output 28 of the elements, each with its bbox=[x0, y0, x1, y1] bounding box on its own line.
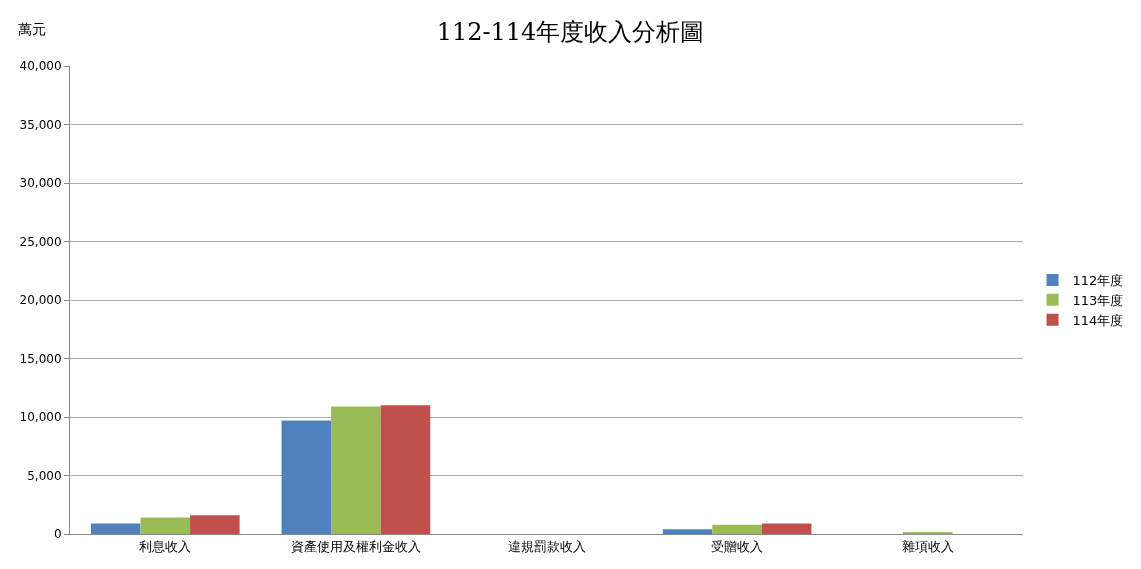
chart-title: 112-114年度收入分析圖 bbox=[436, 17, 705, 46]
x-tick-label: 資產使用及權利金收入 bbox=[290, 538, 421, 554]
y-axis-title: 萬元 bbox=[18, 21, 46, 37]
y-tick-label: 0 bbox=[53, 527, 62, 542]
x-tick-label: 受贈收入 bbox=[711, 538, 764, 554]
y-tick-label: 35,000 bbox=[19, 117, 62, 132]
legend-label: 114年度 bbox=[1072, 312, 1124, 328]
y-tick-label: 25,000 bbox=[19, 234, 62, 249]
x-tick-label: 違規罰款收入 bbox=[507, 538, 586, 554]
y-tick-label: 20,000 bbox=[19, 293, 62, 308]
bar bbox=[331, 406, 381, 534]
bar bbox=[380, 405, 431, 534]
bar bbox=[281, 420, 332, 534]
legend-label: 112年度 bbox=[1072, 273, 1124, 289]
y-tick-label: 40,000 bbox=[19, 59, 62, 74]
bar bbox=[712, 524, 762, 534]
legend-label: 113年度 bbox=[1072, 292, 1124, 308]
bar bbox=[90, 523, 141, 534]
x-tick-label: 利息收入 bbox=[139, 538, 192, 554]
bar bbox=[140, 517, 191, 534]
y-tick-label: 10,000 bbox=[19, 410, 62, 425]
y-tick-label: 5,000 bbox=[27, 468, 62, 483]
y-tick-label: 15,000 bbox=[19, 351, 62, 366]
y-tick-label: 30,000 bbox=[19, 176, 62, 191]
bar bbox=[662, 529, 713, 534]
bar bbox=[190, 515, 240, 534]
x-tick-label: 雜項收入 bbox=[901, 538, 954, 554]
bar bbox=[761, 523, 812, 534]
